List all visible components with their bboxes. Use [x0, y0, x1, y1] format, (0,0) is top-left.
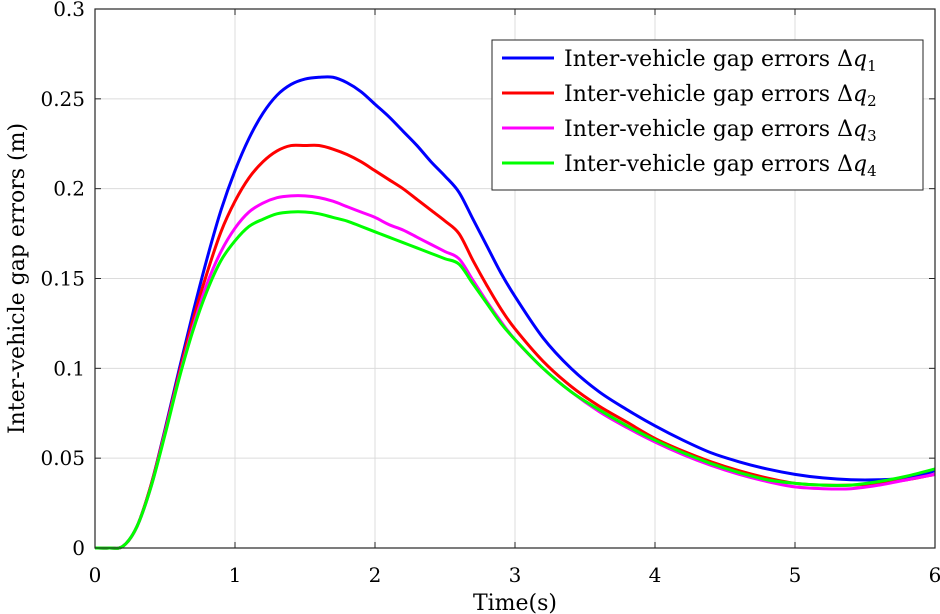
- legend-box: [491, 39, 924, 191]
- y-axis-title: Inter-vehicle gap errors (m): [5, 123, 30, 434]
- legend-label-q4: Inter-vehicle gap errors Δq4: [564, 152, 877, 180]
- x-tick-label: 0: [89, 563, 102, 587]
- legend: Inter-vehicle gap errors Δq1 Inter-vehicl…: [491, 39, 924, 191]
- legend-label-q2: Inter-vehicle gap errors Δq2: [564, 82, 877, 110]
- series-line-q1: [94, 75, 936, 550]
- y-tick-label: 0.25: [40, 87, 85, 111]
- x-tick-label: 2: [369, 563, 382, 587]
- y-tick-label: 0: [72, 536, 85, 560]
- y-tick-label: 0.15: [40, 267, 85, 291]
- x-tick-label: 5: [789, 563, 802, 587]
- series-layer: [94, 75, 936, 550]
- y-tick-label: 0.05: [40, 446, 85, 470]
- y-tick-label: 0.1: [53, 356, 85, 380]
- x-tick-label: 4: [649, 563, 662, 587]
- series-line-q2: [94, 143, 936, 550]
- series-line-q3: [94, 194, 936, 550]
- tick-layer: 0 1 2 3 4 5 6 0 0.05 0.1 0.15 0.2 0.25 0.3: [40, 0, 940, 587]
- y-tick-label: 0.3: [53, 0, 85, 21]
- legend-label-q1: Inter-vehicle gap errors Δq1: [564, 47, 877, 75]
- legend-label-q3: Inter-vehicle gap errors Δq3: [564, 117, 877, 145]
- x-tick-label: 3: [509, 563, 522, 587]
- x-axis-title: Time(s): [473, 591, 557, 614]
- y-tick-label: 0.2: [53, 177, 85, 201]
- series-line-q4: [94, 210, 936, 550]
- x-tick-label: 6: [929, 563, 940, 587]
- x-tick-label: 1: [229, 563, 242, 587]
